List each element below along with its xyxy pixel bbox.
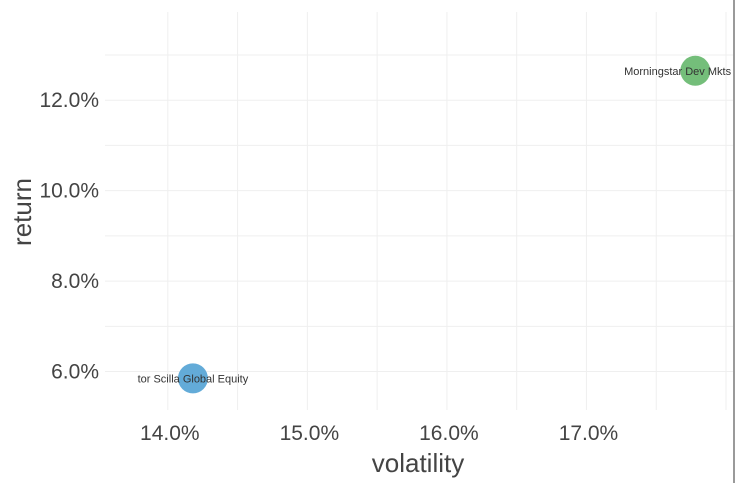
y-axis-title: return (7, 178, 37, 246)
x-tick-label: 16.0% (419, 422, 479, 445)
y-tick-label: 12.0% (39, 89, 99, 112)
point-labels: tor Scilla Global Equity Morningstar Dev … (138, 66, 735, 386)
data-point-label: tor Scilla Global Equity (138, 373, 249, 385)
x-axis-ticks: 14.0% 15.0% 16.0% 17.0% (140, 422, 618, 445)
x-tick-label: 14.0% (140, 422, 200, 445)
grid (105, 12, 733, 410)
data-point-label: Morningstar Dev Mkts LM Ca (624, 66, 735, 78)
data-point (177, 363, 208, 394)
x-axis-title: volatility (372, 448, 464, 478)
y-axis-ticks: 6.0% 8.0% 10.0% 12.0% (39, 89, 99, 383)
y-tick-label: 6.0% (51, 361, 99, 384)
data-point (680, 55, 711, 86)
y-tick-label: 10.0% (39, 180, 99, 203)
x-tick-label: 17.0% (559, 422, 619, 445)
x-tick-label: 15.0% (280, 422, 340, 445)
y-tick-label: 8.0% (51, 270, 99, 293)
data-points (177, 55, 711, 394)
